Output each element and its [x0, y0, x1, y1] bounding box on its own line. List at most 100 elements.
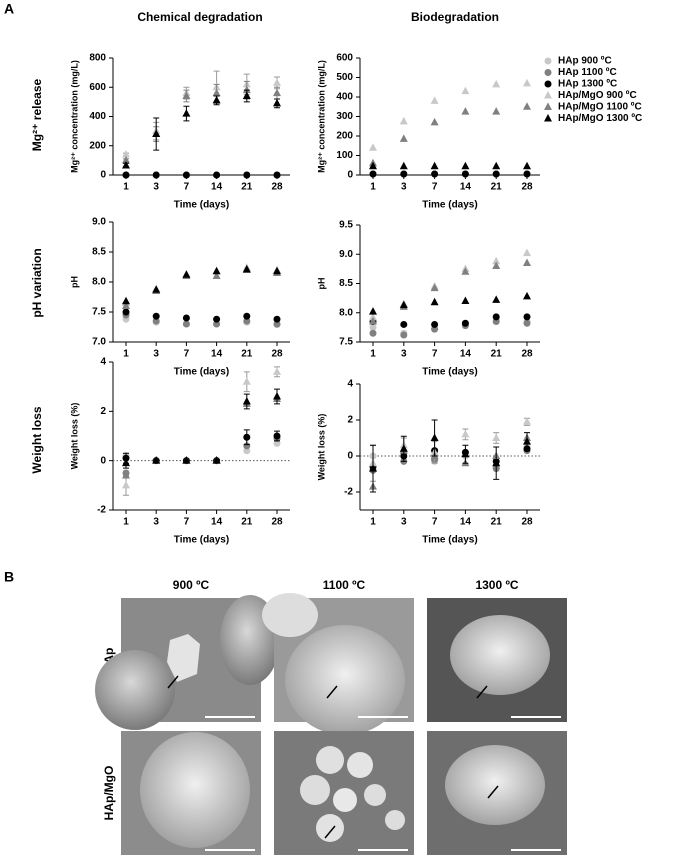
point: [152, 456, 161, 464]
point: [461, 107, 470, 115]
point: [399, 300, 408, 309]
x-axis-label: Time (days): [422, 200, 477, 211]
point: [273, 266, 281, 275]
x-tick-label: 7: [432, 517, 438, 528]
x-tick-label: 1: [123, 182, 129, 193]
point: [122, 150, 130, 158]
x-tick-label: 14: [460, 182, 472, 193]
x-tick-label: 7: [184, 517, 190, 528]
y-tick-label: 0: [100, 455, 106, 466]
point: [242, 396, 251, 405]
point: [369, 312, 377, 321]
point: [461, 267, 470, 275]
point: [243, 312, 251, 320]
point: [152, 285, 161, 293]
x-tick-label: 14: [211, 517, 223, 528]
x-tick-label: 3: [401, 517, 407, 528]
y-tick-label: 600: [336, 53, 353, 64]
y-axis-label: Mg²⁺ concentration (mg/L): [316, 60, 326, 173]
y-tick-label: 800: [89, 53, 106, 64]
sem-column: 1300 ºC: [475, 578, 518, 592]
x-tick-label: 14: [460, 349, 472, 360]
point: [122, 480, 130, 489]
x-tick-label: 14: [211, 349, 223, 360]
point: [523, 248, 531, 257]
x-tick-label: 1: [123, 517, 129, 528]
point: [273, 88, 281, 97]
point: [523, 417, 531, 425]
legend-marker: [544, 57, 552, 65]
y-tick-label: 2: [100, 406, 106, 417]
point: [212, 95, 221, 104]
y-tick-label: 0: [100, 170, 106, 181]
point: [492, 161, 501, 170]
point: [523, 313, 531, 321]
y-tick-label: 200: [336, 131, 353, 142]
x-tick-label: 21: [241, 349, 253, 360]
x-tick-label: 21: [241, 182, 253, 193]
x-tick-label: 7: [432, 349, 438, 360]
x-axis-label: Time (days): [174, 200, 229, 211]
point: [461, 449, 470, 458]
y-tick-label: 0: [347, 451, 353, 462]
point: [182, 320, 190, 328]
point: [492, 256, 501, 265]
x-tick-label: 21: [491, 182, 503, 193]
legend-label: HAp 900 ºC: [558, 56, 612, 67]
point: [152, 312, 160, 320]
point: [400, 170, 408, 178]
x-tick-label: 21: [491, 349, 503, 360]
point: [273, 78, 281, 86]
point: [212, 456, 221, 464]
point: [243, 442, 251, 450]
panel-label: A: [4, 1, 14, 17]
sem-column: 1100 ºC: [323, 578, 366, 592]
y-tick-label: 4: [347, 379, 353, 390]
y-tick-label: 7.5: [339, 337, 353, 348]
y-tick-label: -2: [344, 487, 353, 498]
x-tick-label: 1: [123, 349, 129, 360]
column-title: Biodegradation: [411, 10, 499, 24]
point: [122, 301, 130, 309]
legend-label: HAp/MgO 1100 ºC: [558, 102, 642, 113]
point: [492, 458, 501, 467]
x-tick-label: 28: [271, 517, 283, 528]
point: [213, 171, 221, 179]
row-title: Mg²⁺ release: [30, 78, 44, 151]
x-tick-label: 21: [241, 517, 253, 528]
x-tick-label: 3: [401, 349, 407, 360]
point: [399, 444, 408, 452]
point: [400, 331, 408, 339]
point: [430, 161, 439, 170]
point: [212, 266, 221, 275]
point: [369, 161, 377, 170]
y-tick-label: 0: [347, 170, 353, 181]
point: [273, 171, 281, 179]
x-tick-label: 28: [521, 182, 533, 193]
x-tick-label: 3: [153, 182, 159, 193]
x-axis-label: Time (days): [174, 367, 229, 378]
x-tick-label: 3: [153, 349, 159, 360]
point: [369, 464, 377, 472]
point: [369, 143, 377, 151]
legend-label: HAp/MgO 1300 ºC: [558, 113, 642, 124]
point: [212, 88, 221, 97]
y-axis-label: Mg²⁺ concentration (mg/L): [69, 60, 79, 173]
y-tick-label: 600: [89, 82, 106, 93]
y-tick-label: 500: [336, 72, 353, 83]
point: [430, 96, 439, 104]
point: [461, 296, 470, 305]
point: [369, 170, 377, 178]
row-title: Weight loss: [30, 406, 44, 473]
x-tick-label: 1: [370, 349, 376, 360]
y-axis-label: Weight loss (%): [69, 403, 79, 470]
point: [492, 433, 501, 441]
point: [461, 429, 470, 438]
point: [399, 134, 408, 142]
y-tick-label: -2: [97, 505, 106, 516]
point: [122, 470, 130, 479]
y-axis-label: Weight loss (%): [316, 414, 326, 481]
x-tick-label: 21: [491, 517, 503, 528]
point: [523, 291, 531, 300]
